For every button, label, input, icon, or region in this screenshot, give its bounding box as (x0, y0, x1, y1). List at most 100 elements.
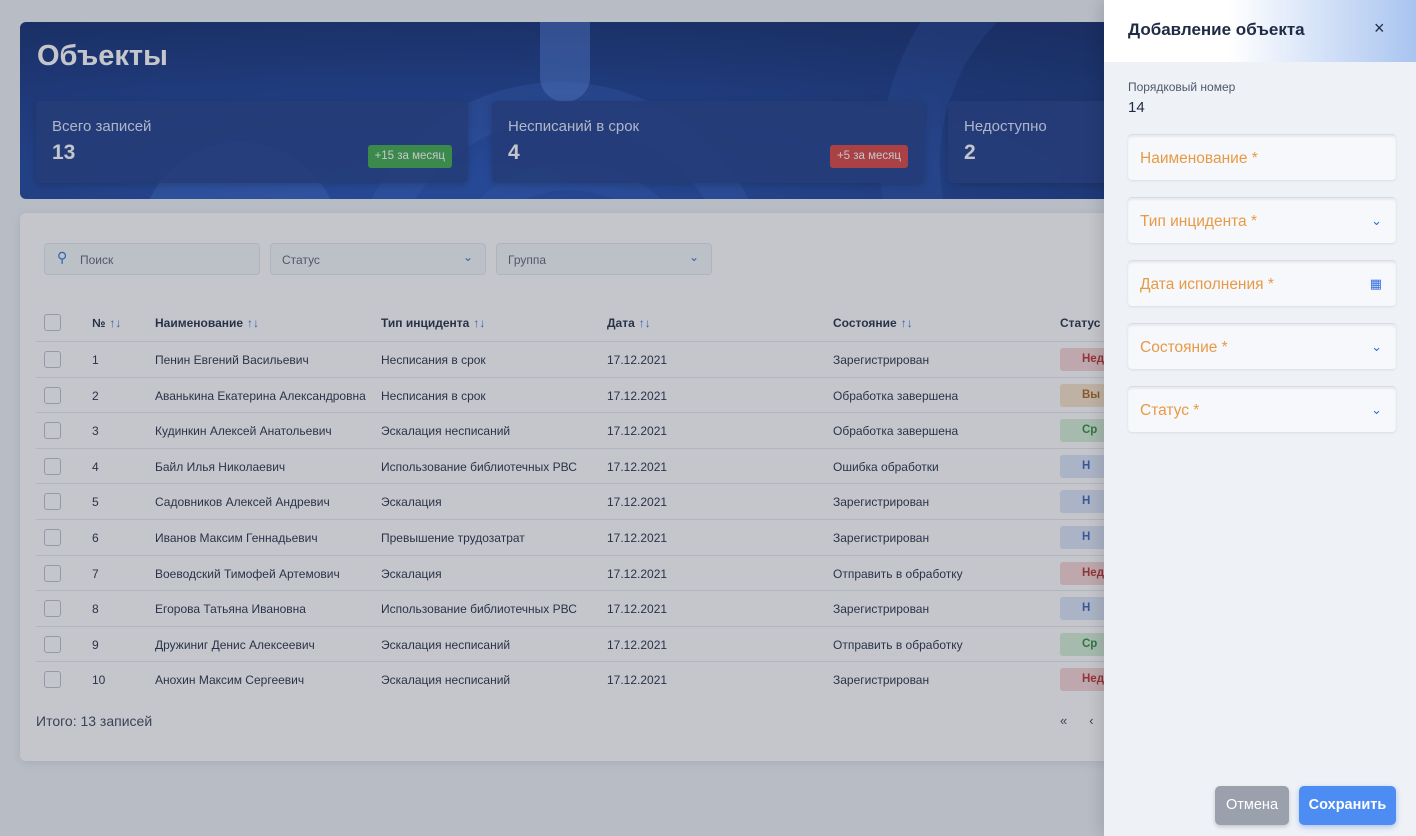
cell-date: 17.12.2021 (607, 566, 668, 581)
cell-date: 17.12.2021 (607, 602, 668, 617)
group-filter-select[interactable]: Группа ⌄ (496, 243, 712, 275)
table-row[interactable]: 4 Байл Илья Николаевич Использование библи… (36, 447, 1384, 484)
stat-card-total: Всего записей 13 +15 за месяц (36, 101, 468, 183)
cell-state: Зарегистрирован (833, 353, 930, 367)
name-field[interactable]: Наименование * (1128, 134, 1396, 180)
row-checkbox[interactable] (44, 671, 61, 689)
column-header-name[interactable]: Наименование ↑↓ (155, 316, 260, 330)
chevron-down-icon: ⌄ (1371, 213, 1382, 228)
chevron-down-icon: ⌄ (1371, 339, 1382, 354)
cell-type: Эскалация (381, 566, 442, 581)
hero-decoration (540, 22, 590, 102)
cell-num: 10 (92, 673, 106, 688)
cell-date: 17.12.2021 (607, 531, 668, 545)
cell-type: Использование библиотечных РВС (381, 459, 577, 474)
name-field-label: Наименование * (1140, 150, 1258, 167)
cell-state: Зарегистрирован (833, 495, 930, 510)
cell-type: Несписания в срок (381, 353, 486, 367)
column-header-type[interactable]: Тип инцидента ↑↓ (381, 316, 486, 330)
cell-date: 17.12.2021 (607, 459, 668, 474)
sort-icon: ↑↓ (473, 316, 486, 330)
search-icon: ⚲ (57, 249, 68, 265)
add-object-drawer: Добавление объекта × Порядковый номер 14… (1104, 0, 1416, 836)
cell-num: 4 (92, 459, 99, 474)
cell-name: Дружиниг Денис Алексеевич (155, 637, 315, 652)
pager-first-button[interactable]: « (1060, 713, 1068, 728)
state-select[interactable]: Состояние * ⌄ (1128, 323, 1396, 369)
chevron-down-icon: ⌄ (688, 250, 699, 264)
cell-name: Егорова Татьяна Ивановна (155, 602, 306, 617)
stat-value: 13 (52, 141, 76, 164)
cell-num: 7 (92, 566, 99, 581)
cell-state: Зарегистрирован (833, 673, 930, 688)
cell-type: Эскалация несписаний (381, 673, 511, 688)
row-checkbox[interactable] (44, 457, 61, 475)
search-placeholder: Поиск (80, 253, 114, 267)
row-checkbox[interactable] (44, 529, 61, 546)
table-total: Итого: 13 записей (36, 713, 153, 729)
due-date-field[interactable]: Дата исполнения * ▦ (1128, 260, 1396, 306)
state-label: Состояние * (1140, 339, 1228, 356)
cell-num: 1 (92, 353, 99, 367)
pager-prev-button[interactable]: ‹ (1089, 713, 1094, 728)
cell-state: Ошибка обработки (833, 459, 939, 474)
sort-icon: ↑↓ (638, 316, 651, 330)
calendar-icon[interactable]: ▦ (1369, 276, 1382, 291)
stat-badge: +15 за месяц (367, 145, 452, 168)
cell-state: Обработка завершена (833, 424, 959, 439)
cell-type: Эскалация несписаний (381, 637, 511, 652)
cell-type: Эскалация (381, 495, 442, 510)
cell-num: 3 (92, 424, 99, 439)
stat-label: Несписаний в срок (508, 118, 640, 135)
cell-name: Воеводский Тимофей Артемович (155, 566, 340, 581)
pagination: «‹ (1060, 713, 1116, 728)
cell-type: Эскалация несписаний (381, 424, 511, 439)
cell-date: 17.12.2021 (607, 495, 668, 510)
drawer-header: Добавление объекта × (1104, 0, 1416, 62)
status-filter-select[interactable]: Статус ⌄ (270, 243, 486, 275)
column-header-number[interactable]: № ↑↓ (92, 316, 122, 330)
cell-state: Отправить в обработку (833, 637, 963, 652)
cell-name: Иванов Максим Геннадьевич (155, 531, 318, 545)
row-checkbox[interactable] (44, 493, 61, 511)
modal-backdrop[interactable] (0, 0, 1104, 836)
row-checkbox[interactable] (44, 386, 61, 404)
group-filter-placeholder: Группа (508, 253, 547, 267)
cell-type: Превышение трудозатрат (381, 531, 525, 545)
stat-value: 4 (508, 141, 520, 164)
incident-type-select[interactable]: Тип инцидента * ⌄ (1128, 197, 1396, 243)
stat-value: 2 (964, 141, 976, 164)
cell-date: 17.12.2021 (607, 353, 668, 367)
incident-type-label: Тип инцидента * (1140, 213, 1258, 230)
cell-type: Несписания в срок (381, 388, 486, 403)
cell-date: 17.12.2021 (607, 388, 668, 403)
cell-num: 2 (92, 388, 99, 403)
sort-icon: ↑↓ (900, 316, 913, 330)
column-header-state[interactable]: Состояние ↑↓ (833, 316, 913, 330)
cell-date: 17.12.2021 (607, 424, 668, 439)
row-checkbox[interactable] (44, 635, 61, 653)
due-date-label: Дата исполнения * (1140, 276, 1274, 293)
cell-num: 8 (92, 602, 99, 617)
drawer-title: Добавление объекта (1128, 20, 1305, 39)
status-label: Статус * (1140, 402, 1200, 419)
cell-date: 17.12.2021 (607, 673, 668, 688)
status-select[interactable]: Статус * ⌄ (1128, 386, 1396, 432)
column-header-date[interactable]: Дата ↑↓ (607, 316, 651, 330)
row-checkbox[interactable] (44, 422, 61, 440)
close-icon[interactable]: × (1374, 18, 1385, 38)
save-button[interactable]: Сохранить (1299, 786, 1396, 825)
select-all-checkbox[interactable] (44, 314, 61, 331)
chevron-down-icon: ⌄ (1371, 402, 1382, 417)
search-input[interactable]: ⚲ Поиск (44, 243, 260, 275)
stat-badge: +5 за месяц (829, 145, 908, 168)
sort-icon: ↑↓ (247, 316, 260, 330)
stat-label: Всего записей (52, 118, 152, 135)
cancel-button[interactable]: Отмена (1215, 786, 1289, 825)
row-checkbox[interactable] (44, 600, 61, 618)
stat-card-overdue: Несписаний в срок 4 +5 за месяц (492, 101, 924, 183)
cell-type: Использование библиотечных РВС (381, 602, 577, 617)
row-checkbox[interactable] (44, 564, 61, 582)
row-checkbox[interactable] (44, 351, 61, 368)
cell-num: 9 (92, 637, 99, 652)
